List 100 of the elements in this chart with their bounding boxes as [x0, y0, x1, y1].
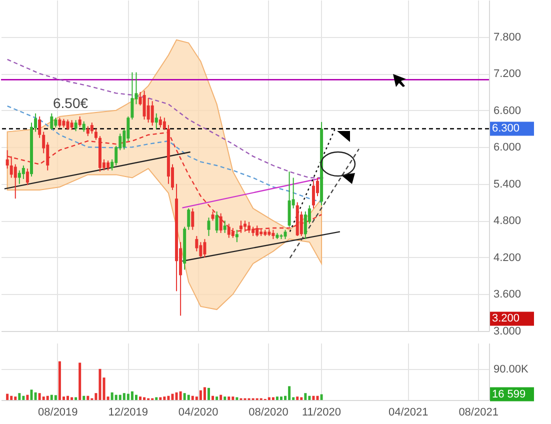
- y-tick-label: 7.800: [494, 31, 522, 44]
- bar: [143, 397, 146, 400]
- candlestick: [66, 119, 70, 130]
- bar: [130, 391, 134, 400]
- bar: [30, 390, 33, 400]
- y-tick-label: 3.000: [494, 326, 522, 338]
- bar: [288, 386, 291, 400]
- text: 3.200: [492, 312, 520, 325]
- bar: [228, 396, 230, 400]
- bar: [212, 396, 214, 400]
- bar: [18, 393, 21, 400]
- y-tick-label: 4.800: [494, 215, 522, 228]
- bar: [34, 392, 37, 400]
- bar: [304, 393, 307, 400]
- y-tick-label: 90.00K: [494, 363, 530, 376]
- candlestick: [211, 210, 214, 222]
- candlestick: [304, 210, 307, 240]
- bar: [268, 397, 270, 400]
- candlestick: [94, 128, 98, 140]
- bar: [232, 396, 234, 400]
- candlestick: [130, 72, 134, 120]
- bar: [175, 392, 178, 400]
- bar: [155, 397, 158, 400]
- y-tick-label: 6.000: [494, 142, 522, 154]
- bar: [114, 394, 118, 400]
- bar: [54, 395, 57, 400]
- candlestick: [86, 126, 90, 137]
- candlestick: [22, 165, 25, 180]
- bar: [171, 394, 174, 400]
- candlestick: [50, 112, 54, 130]
- bar: [70, 397, 74, 400]
- bar: [300, 397, 303, 400]
- candlestick: [235, 229, 238, 243]
- y-tick-label: 4.200: [494, 252, 522, 264]
- bar: [308, 396, 311, 400]
- candlestick: [158, 116, 162, 128]
- x-tick-label: 08/2021: [458, 406, 498, 418]
- bar: [38, 393, 41, 400]
- candlestick: [207, 217, 210, 236]
- y-tick-label: 5.400: [494, 178, 522, 190]
- candlestick: [106, 160, 110, 171]
- x-tick-label: 08/2019: [38, 406, 78, 418]
- candlestick: [199, 242, 202, 258]
- candlestick: [78, 116, 82, 128]
- candlestick: [162, 117, 166, 130]
- bar: [86, 396, 90, 400]
- x-tick-label: 08/2020: [248, 406, 288, 418]
- bar: [6, 394, 9, 400]
- bar: [42, 396, 45, 400]
- candlestick: [154, 112, 158, 130]
- candlestick: [312, 180, 315, 209]
- bar: [276, 396, 278, 400]
- candlestick: [146, 98, 150, 124]
- candlestick: [150, 100, 154, 126]
- candlestick: [191, 208, 194, 230]
- candlestick: [187, 208, 190, 230]
- bar: [272, 397, 274, 400]
- text: 16 599: [492, 388, 526, 400]
- bar: [122, 393, 126, 400]
- bar: [163, 396, 166, 400]
- bar: [280, 396, 283, 400]
- bar: [199, 390, 202, 400]
- annotation: 6.50€: [53, 95, 88, 111]
- candlestick: [90, 122, 94, 134]
- y-tick-label: 3.600: [494, 288, 522, 301]
- bar: [139, 396, 142, 400]
- candlestick: [223, 220, 226, 234]
- bar: [14, 396, 17, 400]
- candlestick: [215, 210, 218, 234]
- y-tick-label: 7.200: [494, 68, 522, 80]
- bar: [50, 394, 53, 400]
- bar: [191, 396, 194, 400]
- bar: [118, 394, 122, 400]
- candlestick: [54, 117, 58, 128]
- bar: [187, 394, 190, 400]
- bar: [82, 396, 86, 400]
- bar: [98, 368, 102, 400]
- bar: [183, 393, 186, 400]
- candlestick: [74, 120, 78, 132]
- candlestick: [38, 116, 42, 138]
- bar: [26, 394, 29, 400]
- bar: [102, 378, 106, 400]
- bar: [207, 388, 210, 400]
- bar: [74, 397, 78, 400]
- bar: [203, 387, 206, 400]
- candlestick: [18, 170, 21, 184]
- candlestick: [203, 238, 206, 258]
- bar: [10, 396, 13, 400]
- bar: [312, 396, 315, 400]
- candlestick: [26, 168, 29, 186]
- bar: [22, 396, 25, 400]
- bar: [320, 394, 323, 400]
- x-tick-label: 04/2021: [388, 406, 428, 418]
- x-tick-label: 12/2019: [108, 406, 148, 418]
- x-tick-label: 04/2020: [178, 406, 218, 418]
- bar: [58, 361, 61, 400]
- bar: [224, 396, 226, 400]
- candlestick: [142, 90, 146, 120]
- candlestick: [58, 117, 62, 128]
- candlestick: [195, 235, 198, 252]
